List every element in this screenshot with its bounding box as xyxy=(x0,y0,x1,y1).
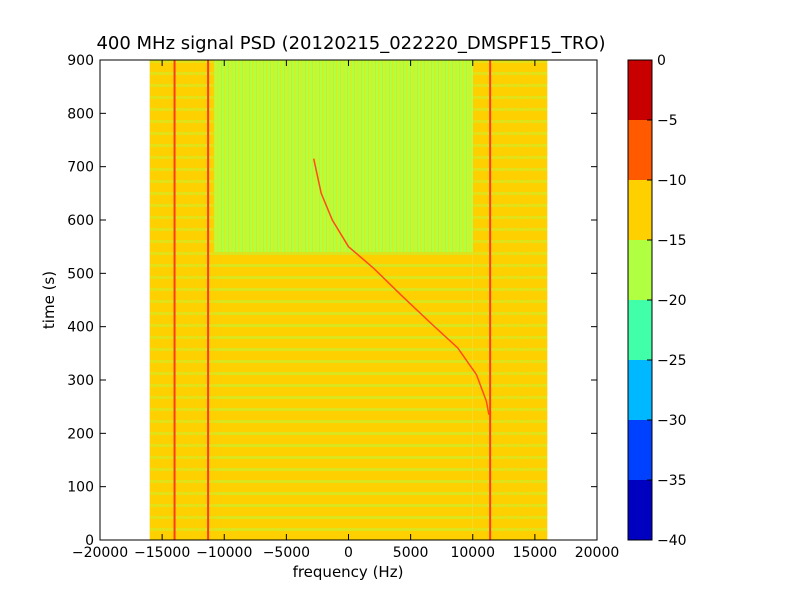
colorbar-tick-label: −25 xyxy=(657,353,687,369)
x-tick-label: 10000 xyxy=(450,545,495,561)
colorbar-segment xyxy=(628,240,652,300)
plot-area: −20000 −15000 −10000 −5000 0 5000 10000 15000 20… xyxy=(67,53,619,561)
y-axis-label: time (s) xyxy=(40,271,58,329)
interference-band-upper xyxy=(205,252,473,380)
x-axis: −20000 −15000 −10000 −5000 0 5000 10000 15000 20… xyxy=(72,60,619,561)
chart-title: 400 MHz signal PSD (20120215_022220_DMSP… xyxy=(96,33,605,54)
background-noise-texture xyxy=(214,60,473,252)
heatmap-layer xyxy=(149,60,548,540)
x-tick-label: −5000 xyxy=(263,545,310,561)
x-tick-label: 15000 xyxy=(513,545,558,561)
interference-band-lower xyxy=(205,380,473,540)
colorbar-tick-label: −30 xyxy=(657,413,687,429)
y-tick-label: 800 xyxy=(67,106,94,122)
y-tick-label: 100 xyxy=(67,480,94,496)
y-tick-label: 400 xyxy=(67,320,94,336)
colorbar-segment xyxy=(628,480,652,540)
x-axis-label: frequency (Hz) xyxy=(293,563,404,581)
y-tick-label: 200 xyxy=(67,426,94,442)
x-tick-label: 0 xyxy=(344,545,353,561)
colorbar-segment xyxy=(628,180,652,240)
colorbar-tick-label: −5 xyxy=(657,113,678,129)
x-tick-label: −20000 xyxy=(72,545,128,561)
colorbar-tick-label: −10 xyxy=(657,173,687,189)
colorbar-segment xyxy=(628,60,652,120)
y-tick-label: 700 xyxy=(67,160,94,176)
colorbar-tick-label: −40 xyxy=(657,533,687,549)
interference-band-upper-texture xyxy=(205,252,473,380)
x-tick-label: −10000 xyxy=(196,545,252,561)
edge-band-left xyxy=(149,60,215,540)
colorbar-segment xyxy=(628,420,652,480)
y-tick-label: 500 xyxy=(67,266,94,282)
colorbar-segment xyxy=(628,300,652,360)
interference-band-lower-texture xyxy=(205,380,473,540)
colorbar-tick-label: −35 xyxy=(657,473,687,489)
colorbar-tick-label: −20 xyxy=(657,293,687,309)
edge-band-right xyxy=(472,60,548,540)
y-tick-label: 900 xyxy=(67,53,94,69)
x-tick-label: −15000 xyxy=(134,545,190,561)
x-tick-label: 5000 xyxy=(393,545,429,561)
satellite-doppler-trace xyxy=(312,158,490,415)
colorbar-segment xyxy=(628,120,652,180)
edge-band-right-lines xyxy=(472,60,548,540)
colorbar-tick-label: −15 xyxy=(657,233,687,249)
background-noise xyxy=(214,60,473,252)
y-tick-label: 0 xyxy=(85,533,94,549)
colorbar: −40 −35 −30 −25 −20 −15 −10 −5 0 xyxy=(627,53,687,549)
colorbar-tick-label: 0 xyxy=(657,53,666,69)
y-axis: 0 100 200 300 400 500 600 700 800 900 xyxy=(67,53,597,549)
edge-band-left-lines xyxy=(149,60,215,540)
x-tick-label: 20000 xyxy=(575,545,620,561)
y-tick-label: 600 xyxy=(67,213,94,229)
colorbar-segment xyxy=(628,360,652,420)
y-tick-label: 300 xyxy=(67,373,94,389)
